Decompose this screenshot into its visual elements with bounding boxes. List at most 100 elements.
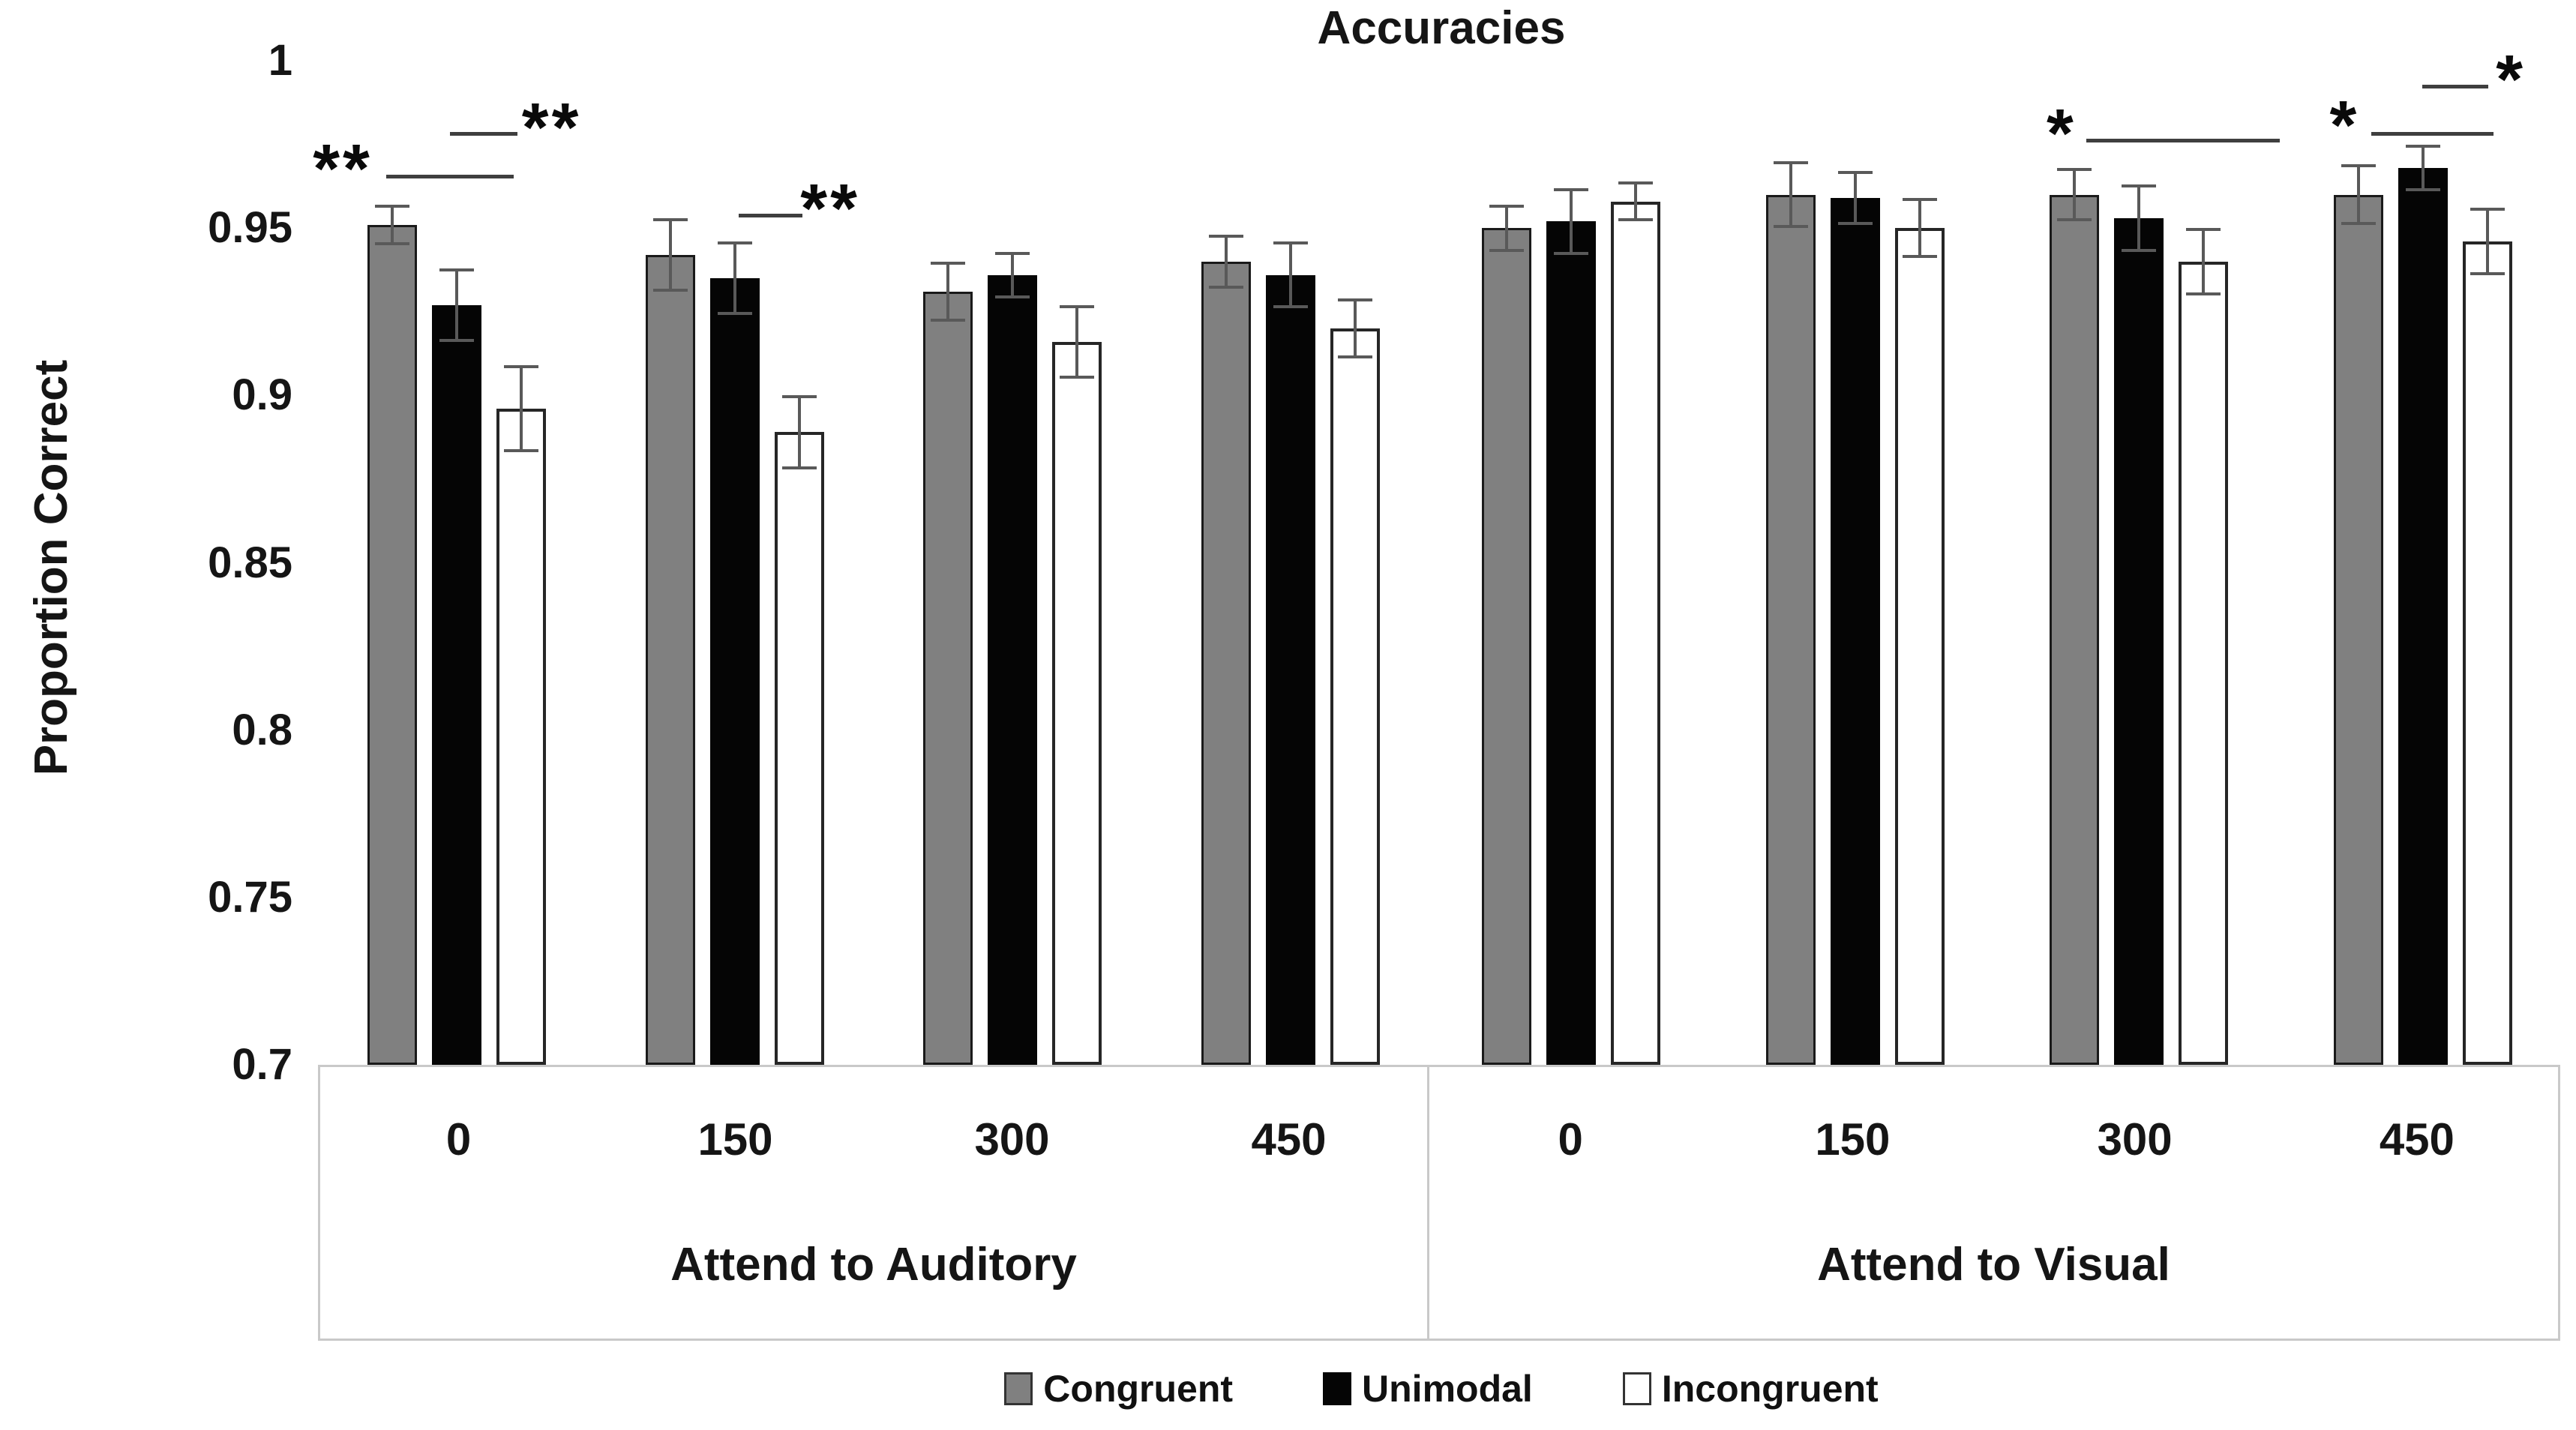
panel-auditory (318, 61, 1429, 1065)
x-tick-label: 300 (2097, 1114, 2173, 1165)
significance-stars: * (2496, 40, 2526, 118)
barwrap (2179, 228, 2229, 1065)
error-bar-cap-top (1273, 241, 1308, 245)
error-bar-cap-top (439, 268, 475, 271)
bar-congruent-visual-300 (2050, 194, 2100, 1065)
y-tick-label: 0.75 (208, 872, 292, 922)
legend: Congruent Unimodal Incongruent (318, 1359, 2565, 1419)
legend-swatch-icon (1323, 1372, 1352, 1405)
error-bar-cap-top (1489, 205, 1525, 208)
x-tick-label: 0 (1558, 1114, 1583, 1165)
error-bar-cap-top (2122, 184, 2157, 188)
bar-congruent-auditory-0 (367, 224, 418, 1065)
bar-cluster-150 (1765, 61, 1945, 1065)
error-bar-cap-top (1837, 171, 1873, 175)
bar-congruent-visual-0 (1482, 228, 1532, 1065)
bar-unimodal-visual-0 (1546, 221, 1597, 1065)
error-bar-cap-top (1208, 235, 1243, 238)
bar-unimodal-auditory-300 (988, 274, 1038, 1065)
error-bar-cap-top (1773, 160, 1808, 164)
x-tick-row: 0 150 300 450 (320, 1114, 1427, 1165)
error-bar-cap-top (1060, 304, 1095, 308)
x-tick-label: 450 (2379, 1114, 2455, 1165)
axis-box-visual: 0 150 300 450 Attend to Visual (1427, 1065, 2560, 1341)
bar-unimodal-auditory-0 (432, 304, 482, 1065)
axis-box-auditory: 0 150 300 450 Attend to Auditory (318, 1065, 1429, 1341)
barwrap (2114, 184, 2164, 1065)
barwrap (1830, 171, 1880, 1065)
cluster-slot (318, 61, 596, 1065)
barwrap (709, 241, 760, 1065)
error-bar-cap-top (1618, 181, 1654, 184)
barwrap (1482, 205, 1532, 1065)
legend-item-congruent: Congruent (1004, 1367, 1233, 1411)
bar-incongruent-auditory-300 (1052, 341, 1102, 1065)
legend-item-unimodal: Unimodal (1323, 1367, 1533, 1411)
barwrap (1611, 181, 1661, 1065)
barwrap (774, 395, 824, 1065)
legend-item-incongruent: Incongruent (1622, 1367, 1879, 1411)
bar-unimodal-visual-150 (1830, 198, 1880, 1065)
barwrap (645, 217, 695, 1065)
bar-unimodal-visual-300 (2114, 217, 2164, 1065)
bar-cluster-150 (645, 61, 824, 1065)
significance-stars: * (2046, 95, 2077, 172)
barwrap (2333, 164, 2383, 1065)
cluster-slot (874, 61, 1152, 1065)
y-tick-label: 0.7 (232, 1040, 292, 1089)
y-tick-label: 0.8 (232, 705, 292, 754)
x-tick-label: 450 (1251, 1114, 1327, 1165)
barwrap (1894, 198, 1945, 1065)
cluster-slot (1997, 61, 2281, 1065)
error-bar-cap-top (995, 251, 1030, 255)
legend-label: Congruent (1043, 1368, 1234, 1410)
significance-line (2086, 139, 2281, 143)
bar-incongruent-auditory-150 (774, 432, 824, 1065)
cluster-slot (2281, 61, 2566, 1065)
plot-area: ** ** ** * * * (313, 41, 2565, 1065)
barwrap (432, 268, 482, 1065)
barwrap (1546, 187, 1597, 1065)
bar-cluster-0 (1482, 61, 1661, 1065)
x-tick-label: 0 (445, 1114, 472, 1165)
y-tick-label: 0.85 (208, 538, 292, 587)
barwrap (2462, 208, 2512, 1065)
error-bar-cap-top (2470, 208, 2505, 211)
bar-unimodal-auditory-450 (1265, 274, 1315, 1065)
error-bar-cap-top (1337, 298, 1372, 301)
x-tick-label: 150 (697, 1114, 773, 1165)
error-bar-cap-top (1902, 198, 1937, 202)
bar-cluster-300 (2050, 61, 2229, 1065)
error-bar-cap-top (2186, 228, 2221, 232)
bar-congruent-auditory-450 (1201, 261, 1251, 1065)
bar-cluster-300 (923, 61, 1102, 1065)
significance-line (738, 214, 802, 218)
bar-incongruent-auditory-450 (1330, 328, 1380, 1065)
significance-stars: * (2329, 87, 2360, 164)
cluster-slot (1152, 61, 1430, 1065)
bar-cluster-450 (1201, 61, 1380, 1065)
y-tick-label: 0.95 (208, 203, 292, 253)
panel-visual (1429, 61, 2565, 1065)
section-label: Attend to Auditory (670, 1239, 1077, 1291)
barwrap (2398, 144, 2448, 1065)
barwrap (1201, 235, 1251, 1065)
legend-label: Unimodal (1362, 1368, 1533, 1410)
barwrap (1765, 160, 1816, 1065)
significance-line (386, 175, 514, 178)
barwrap (1330, 298, 1380, 1065)
legend-label: Incongruent (1661, 1368, 1879, 1410)
error-bar-cap-top (1554, 187, 1589, 191)
error-bar-cap-top (652, 217, 688, 221)
legend-swatch-icon (1622, 1372, 1651, 1405)
barwrap (1265, 241, 1315, 1065)
bar-congruent-auditory-300 (923, 292, 973, 1065)
x-tick-label: 150 (1815, 1114, 1891, 1165)
x-tick-row: 0 150 300 450 (1429, 1114, 2558, 1165)
section-label: Attend to Visual (1817, 1239, 2170, 1291)
legend-swatch-icon (1004, 1372, 1033, 1405)
barwrap (988, 251, 1038, 1065)
bar-incongruent-auditory-0 (496, 409, 547, 1065)
y-tick-label: 1 (268, 36, 292, 85)
significance-stars: ** (800, 170, 860, 247)
